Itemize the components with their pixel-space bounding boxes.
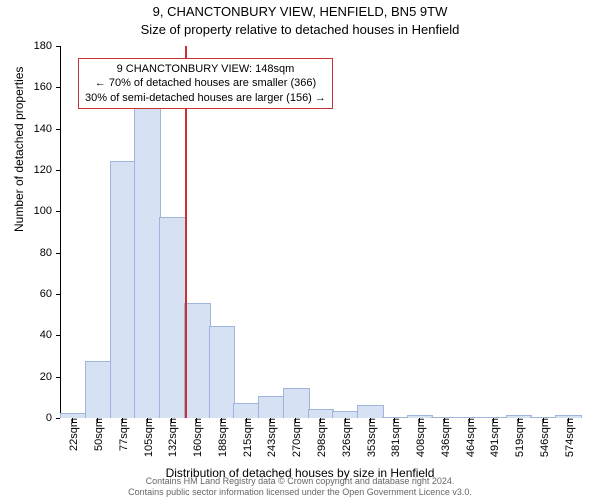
info-box: 9 CHANCTONBURY VIEW: 148sqm← 70% of deta… xyxy=(78,58,333,109)
x-tick-label: 491sqm xyxy=(485,418,501,457)
x-tick-label: 160sqm xyxy=(188,418,204,457)
y-tick-label: 0 xyxy=(46,412,60,424)
x-tick-label: 132sqm xyxy=(163,418,179,457)
x-tick-label: 188sqm xyxy=(213,418,229,457)
y-tick-label: 20 xyxy=(40,371,60,383)
x-tick-label: 270sqm xyxy=(287,418,303,457)
histogram-bar xyxy=(258,396,285,418)
x-tick-label: 215sqm xyxy=(238,418,254,457)
x-tick-label: 353sqm xyxy=(362,418,378,457)
info-box-line: 9 CHANCTONBURY VIEW: 148sqm xyxy=(85,62,326,76)
attribution-text: Contains HM Land Registry data © Crown c… xyxy=(0,476,600,498)
x-tick-label: 50sqm xyxy=(89,418,105,451)
y-axis-line xyxy=(60,46,61,418)
x-tick-label: 77sqm xyxy=(114,418,130,451)
y-tick-label: 60 xyxy=(40,288,60,300)
y-tick-label: 100 xyxy=(34,205,60,217)
histogram-bar xyxy=(283,388,310,418)
info-box-line: ← 70% of detached houses are smaller (36… xyxy=(85,76,326,90)
x-tick-label: 381sqm xyxy=(386,418,402,457)
histogram-bar xyxy=(233,403,260,418)
info-box-line: 30% of semi-detached houses are larger (… xyxy=(85,91,326,105)
y-tick-label: 160 xyxy=(34,81,60,93)
x-tick-label: 546sqm xyxy=(535,418,551,457)
y-tick-label: 80 xyxy=(40,247,60,259)
histogram-bar xyxy=(110,161,137,418)
attribution-line-2: Contains public sector information licen… xyxy=(0,487,600,498)
y-tick-label: 40 xyxy=(40,329,60,341)
x-tick-label: 574sqm xyxy=(560,418,576,457)
plot-area: 02040608010012014016018022sqm50sqm77sqm1… xyxy=(60,46,580,418)
y-tick-label: 120 xyxy=(34,164,60,176)
histogram-bar xyxy=(209,326,236,418)
y-tick-label: 180 xyxy=(34,40,60,52)
attribution-line-1: Contains HM Land Registry data © Crown c… xyxy=(0,476,600,487)
chart-title-sub: Size of property relative to detached ho… xyxy=(0,22,600,37)
x-tick-label: 519sqm xyxy=(510,418,526,457)
histogram-bar xyxy=(159,217,186,418)
x-tick-label: 105sqm xyxy=(139,418,155,457)
chart-container: 9, CHANCTONBURY VIEW, HENFIELD, BN5 9TW … xyxy=(0,0,600,500)
x-tick-label: 22sqm xyxy=(64,418,80,451)
x-tick-label: 436sqm xyxy=(436,418,452,457)
x-tick-label: 408sqm xyxy=(411,418,427,457)
histogram-bar xyxy=(134,82,161,418)
x-tick-label: 326sqm xyxy=(337,418,353,457)
histogram-bar xyxy=(85,361,112,418)
histogram-bar xyxy=(184,303,211,418)
histogram-bar xyxy=(308,409,335,418)
y-axis-title: Number of detached properties xyxy=(12,67,26,232)
chart-title-main: 9, CHANCTONBURY VIEW, HENFIELD, BN5 9TW xyxy=(0,4,600,19)
x-tick-label: 464sqm xyxy=(461,418,477,457)
histogram-bar xyxy=(332,411,359,418)
x-tick-label: 243sqm xyxy=(262,418,278,457)
histogram-bar xyxy=(357,405,384,418)
x-tick-label: 298sqm xyxy=(312,418,328,457)
y-tick-label: 140 xyxy=(34,123,60,135)
